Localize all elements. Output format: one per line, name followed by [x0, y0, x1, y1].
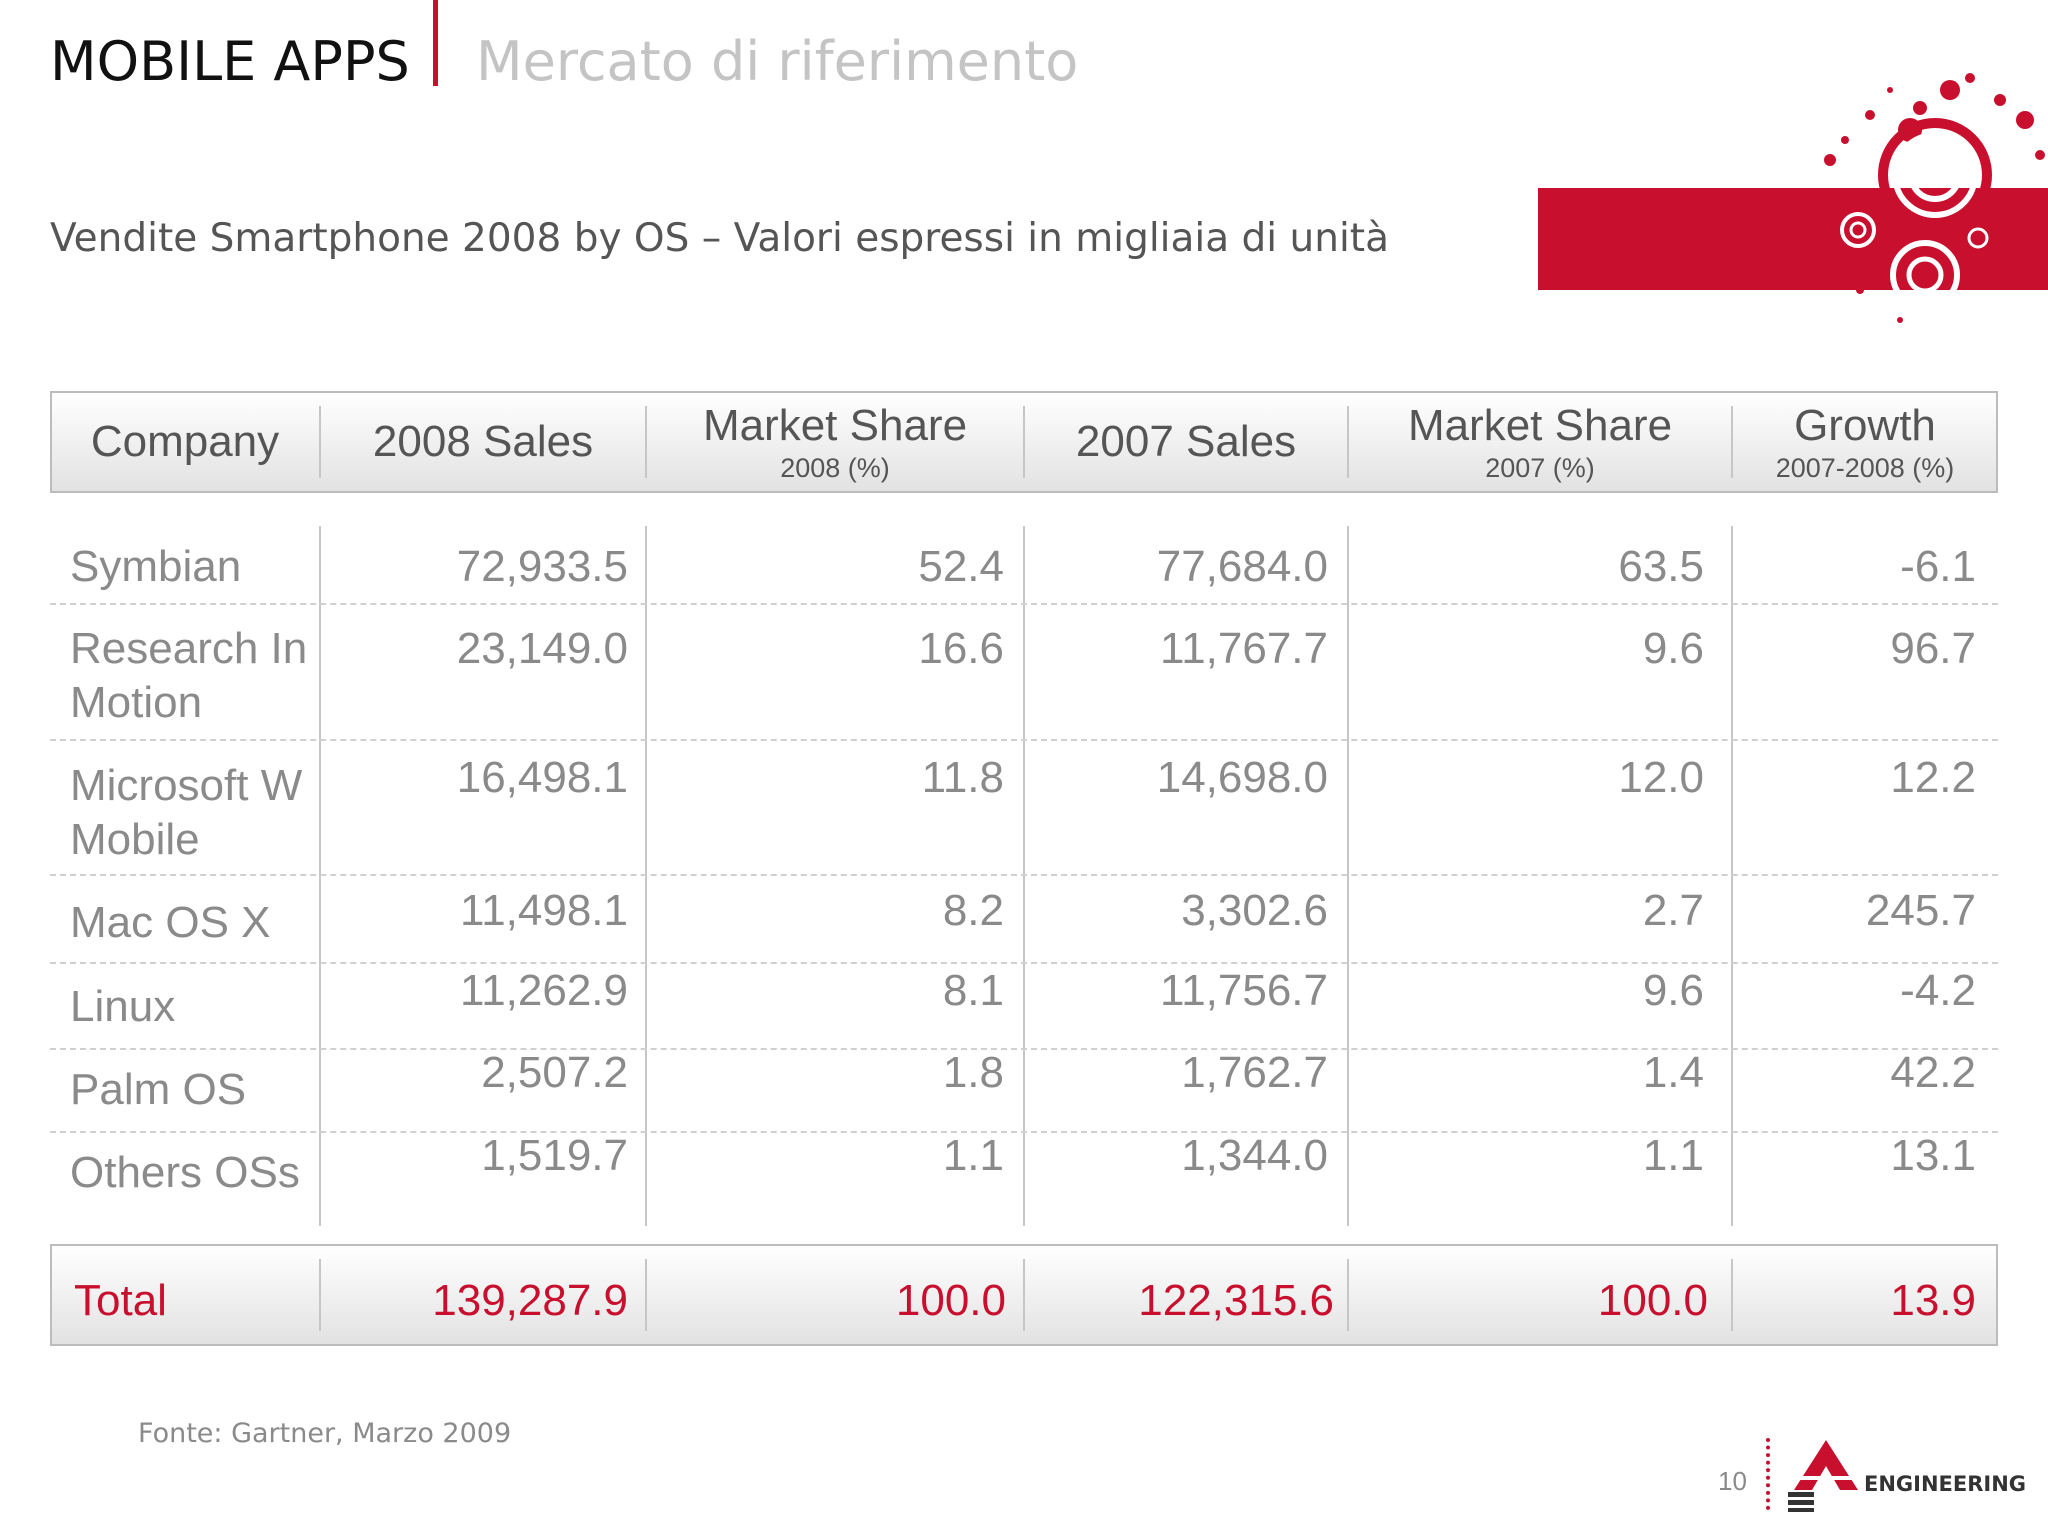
column-divider [1347, 406, 1349, 478]
title-separator [433, 0, 438, 86]
header-label: Market Share [702, 401, 968, 450]
cell-sales-2007: 3,302.6 [1181, 886, 1328, 935]
engineering-logo-icon [1786, 1440, 1864, 1512]
footer-separator [1766, 1438, 1770, 1510]
column-divider [1731, 1259, 1733, 1331]
slide-section: Mercato di riferimento [476, 30, 1079, 93]
cell-share-2007: 9.6 [1642, 624, 1704, 673]
cell-company: Microsoft W Mobile [70, 761, 303, 864]
cell-growth: 12.2 [1890, 753, 1976, 802]
column-divider [319, 406, 321, 478]
row-divider [50, 1131, 1998, 1133]
cell-total-sales-2007: 122,315.6 [1138, 1276, 1334, 1325]
cell-share-2007: 12.0 [1618, 753, 1704, 802]
header-share-2007: Market Share 2007 (%) [1348, 391, 1732, 493]
row-divider [50, 603, 1998, 605]
header-label: Company [90, 417, 280, 466]
header-sublabel: 2007-2008 (%) [1775, 453, 1955, 483]
cell-growth: 13.1 [1890, 1131, 1976, 1180]
cell-share-2007: 1.4 [1642, 1048, 1704, 1097]
cell-share-2008: 8.2 [942, 886, 1004, 935]
page-number: 10 [1718, 1466, 1747, 1496]
header-share-2008: Market Share 2008 (%) [646, 391, 1024, 493]
column-divider [1731, 406, 1733, 478]
cell-growth: 42.2 [1890, 1048, 1976, 1097]
column-divider [319, 526, 321, 1226]
cell-share-2008: 11.8 [921, 753, 1004, 802]
column-divider [645, 1259, 647, 1331]
column-divider [645, 406, 647, 478]
cell-share-2008: 1.8 [942, 1048, 1004, 1097]
column-divider [1347, 1259, 1349, 1331]
cell-total-sales-2008: 139,287.9 [432, 1276, 628, 1325]
cell-growth: 245.7 [1865, 886, 1976, 935]
cell-company: Mac OS X [70, 898, 271, 947]
column-divider [319, 1259, 321, 1331]
header-label: Growth [1794, 401, 1936, 450]
header-sublabel: 2007 (%) [1485, 453, 1595, 483]
cell-share-2008: 52.4 [918, 542, 1004, 591]
cell-company: Symbian [70, 542, 242, 591]
cell-sales-2007: 1,344.0 [1181, 1131, 1328, 1180]
column-divider [1023, 526, 1025, 1226]
cell-total-label: Total [74, 1276, 167, 1325]
slide-subtitle: Vendite Smartphone 2008 by OS – Valori e… [50, 216, 1389, 261]
source-note: Fonte: Gartner, Marzo 2009 [138, 1418, 512, 1449]
cell-sales-2008: 2,507.2 [481, 1048, 628, 1097]
cell-growth: -4.2 [1900, 966, 1976, 1015]
row-divider [50, 874, 1998, 876]
header-sales-2008: 2008 Sales [320, 391, 646, 493]
cell-sales-2008: 11,498.1 [459, 886, 628, 935]
cell-share-2008: 1.1 [942, 1131, 1004, 1180]
row-divider [50, 739, 1998, 741]
cell-company: Linux [70, 982, 176, 1031]
cell-sales-2007: 11,756.7 [1159, 966, 1328, 1015]
cell-company: Others OSs [70, 1148, 300, 1197]
cell-sales-2007: 11,767.7 [1159, 624, 1328, 673]
cell-share-2008: 8.1 [942, 966, 1004, 1015]
header-sublabel: 2008 (%) [780, 453, 890, 483]
header-company: Company [50, 391, 320, 493]
cell-total-growth: 13.9 [1890, 1276, 1976, 1325]
cell-share-2007: 9.6 [1642, 966, 1704, 1015]
row-divider [50, 1048, 1998, 1050]
cell-company: Palm OS [70, 1065, 247, 1114]
cell-sales-2007: 1,762.7 [1181, 1048, 1328, 1097]
cell-sales-2008: 72,933.5 [456, 542, 628, 591]
cell-sales-2007: 77,684.0 [1156, 542, 1328, 591]
header-label: 2007 Sales [1075, 417, 1297, 466]
logo-text: ENGINEERING [1864, 1472, 2027, 1496]
cell-share-2007: 63.5 [1618, 542, 1704, 591]
column-divider [1731, 526, 1733, 1226]
cell-sales-2008: 16,498.1 [456, 753, 628, 802]
column-divider [1347, 526, 1349, 1226]
cell-sales-2008: 1,519.7 [481, 1131, 628, 1180]
column-divider [1023, 1259, 1025, 1331]
header-label: 2008 Sales [372, 417, 594, 466]
header-growth: Growth 2007-2008 (%) [1732, 391, 1998, 493]
cell-total-share-2007: 100.0 [1597, 1276, 1708, 1325]
cell-sales-2008: 11,262.9 [459, 966, 628, 1015]
cell-sales-2008: 23,149.0 [456, 624, 628, 673]
cell-growth: 96.7 [1890, 624, 1976, 673]
column-divider [1023, 406, 1025, 478]
cell-growth: -6.1 [1900, 542, 1976, 591]
cell-total-share-2008: 100.0 [895, 1276, 1006, 1325]
cell-share-2008: 16.6 [918, 624, 1004, 673]
header-label: Market Share [1407, 401, 1673, 450]
cell-share-2007: 2.7 [1642, 886, 1704, 935]
slide-title: MOBILE APPS [50, 30, 410, 93]
splash-circles-icon [1812, 73, 2045, 323]
header-sales-2007: 2007 Sales [1024, 391, 1348, 493]
cell-sales-2007: 14,698.0 [1156, 753, 1328, 802]
cell-company: Research In Motion [70, 624, 308, 727]
column-divider [645, 526, 647, 1226]
cell-share-2007: 1.1 [1642, 1131, 1704, 1180]
row-divider [50, 962, 1998, 964]
